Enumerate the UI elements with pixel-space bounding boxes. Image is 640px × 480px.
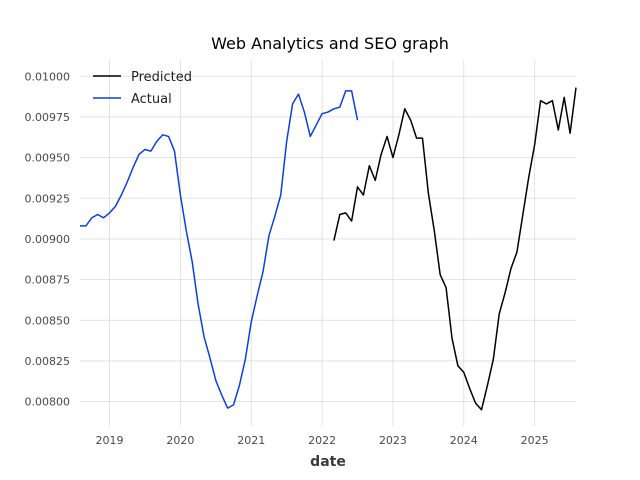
y-axis-ticks: 0.00800 0.00825 0.00850 0.00875 0.00900 0.009… [25, 70, 71, 408]
legend-label-actual: Actual [131, 92, 172, 107]
y-tick-label: 0.00875 [25, 274, 71, 287]
x-tick-label: 2022 [308, 434, 336, 447]
x-tick-label: 2023 [379, 434, 407, 447]
y-tick-label: 0.00900 [25, 233, 71, 246]
legend: Predicted Actual [93, 70, 192, 107]
grid [80, 60, 576, 426]
y-tick-label: 0.00925 [25, 192, 71, 205]
x-tick-label: 2020 [166, 434, 194, 447]
y-tick-label: 0.01000 [25, 70, 71, 83]
x-axis-label: date [310, 454, 346, 470]
series-layer [79, 87, 577, 411]
y-tick-label: 0.00800 [25, 396, 71, 409]
series-line-actual [80, 90, 359, 409]
y-tick-label: 0.00825 [25, 355, 71, 368]
legend-label-predicted: Predicted [131, 70, 192, 85]
x-tick-label: 2021 [237, 434, 265, 447]
chart-title: Web Analytics and SEO graph [211, 34, 449, 53]
y-tick-label: 0.00950 [25, 152, 71, 165]
series-line-predicted [333, 87, 577, 411]
y-tick-label: 0.00850 [25, 314, 71, 327]
x-tick-label: 2025 [521, 434, 549, 447]
x-tick-label: 2019 [96, 434, 124, 447]
x-tick-label: 2024 [450, 434, 478, 447]
x-axis-ticks: 2019 2020 2021 2022 2023 2024 2025 [96, 434, 549, 447]
y-tick-label: 0.00975 [25, 111, 71, 124]
